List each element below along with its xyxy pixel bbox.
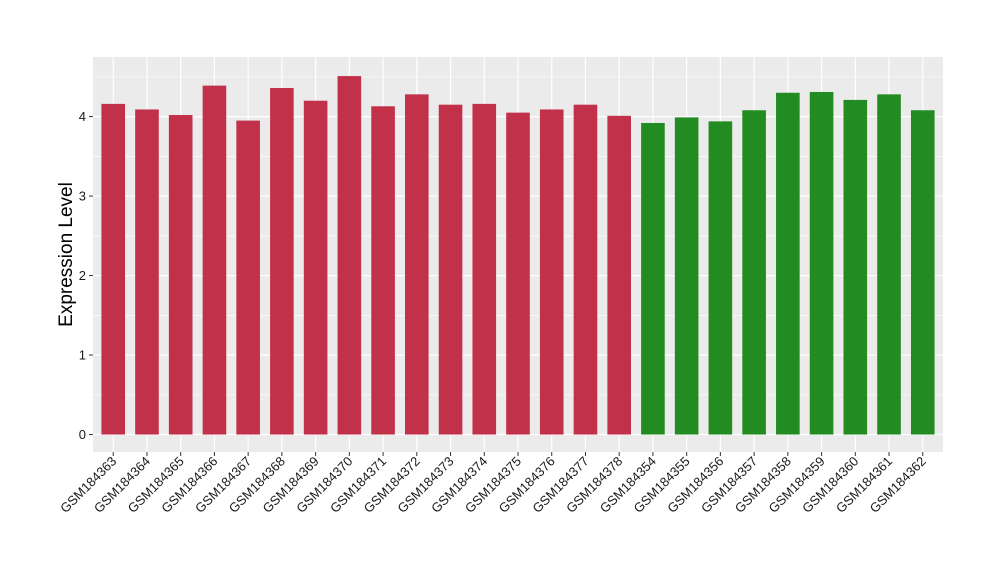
bar-GSM184371 (371, 106, 395, 435)
bar-GSM184374 (472, 103, 497, 435)
y-tick-label: 3 (79, 189, 86, 204)
bar-GSM184365 (168, 115, 193, 435)
bar-GSM184378 (607, 115, 631, 435)
bar-GSM184355 (674, 117, 699, 435)
bar-GSM184354 (641, 122, 665, 435)
y-axis-title: Expression Level (56, 182, 77, 327)
bar-GSM184377 (573, 104, 598, 435)
x-axis: GSM184363GSM184364GSM184365GSM184366GSM1… (57, 452, 929, 516)
bar-GSM184357 (742, 110, 766, 435)
y-tick-label: 2 (79, 268, 86, 283)
y-tick-label: 0 (79, 427, 86, 442)
bar-GSM184361 (877, 94, 901, 435)
bar-GSM184364 (135, 109, 159, 435)
y-axis: 0 1 2 3 4 (79, 109, 93, 442)
bar-GSM184366 (202, 85, 227, 435)
bar-GSM184360 (843, 99, 868, 435)
bar-GSM184368 (270, 87, 294, 435)
bar-GSM184362 (910, 110, 935, 435)
bar-GSM184376 (539, 109, 564, 435)
bar-GSM184372 (405, 94, 429, 435)
y-tick-label: 4 (79, 109, 86, 124)
bar-GSM184373 (438, 104, 463, 435)
bar-GSM184358 (776, 92, 800, 435)
bars (101, 76, 935, 435)
bar-GSM184367 (236, 120, 260, 435)
bar-GSM184375 (506, 112, 530, 435)
y-tick-label: 1 (79, 348, 86, 363)
bar-GSM184370 (337, 76, 362, 435)
bar-GSM184369 (303, 100, 328, 435)
bar-GSM184356 (708, 121, 733, 435)
bar-GSM184359 (809, 91, 834, 435)
bar-GSM184363 (101, 103, 126, 435)
